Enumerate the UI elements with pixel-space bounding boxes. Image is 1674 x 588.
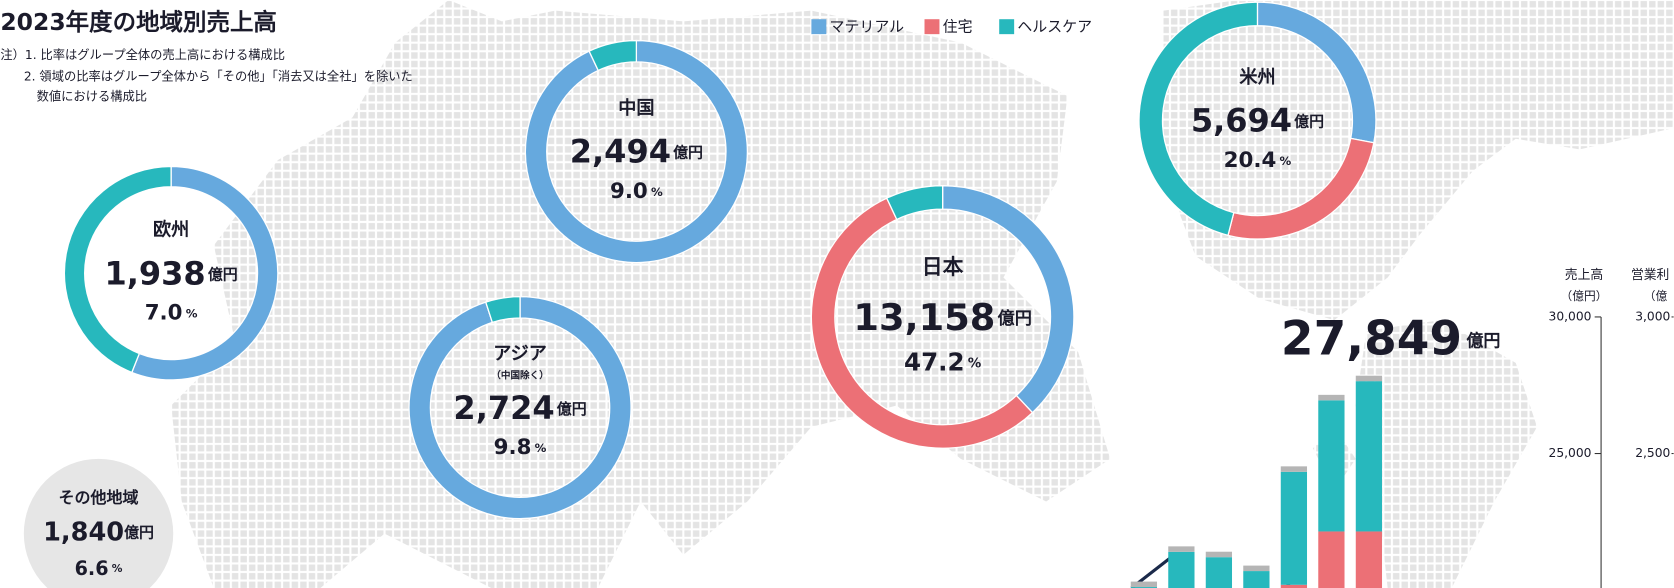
share-value: 6.6 xyxy=(75,556,109,579)
title: 2023年度の地域別売上高 xyxy=(0,8,277,36)
share: 7.0% xyxy=(145,301,198,326)
bar-segment xyxy=(1280,466,1308,472)
share: 20.4% xyxy=(1224,148,1292,173)
other-region-circle xyxy=(23,458,174,588)
share-unit: % xyxy=(186,306,198,320)
amount-value: 2,724 xyxy=(453,389,554,427)
note: 2. 領域の比率はグループ全体から「その他」「消去又は全社」を除いた xyxy=(24,68,413,83)
legend-label: 住宅 xyxy=(943,18,973,36)
amount-value: 13,158 xyxy=(853,296,995,339)
region-note: （中国除く） xyxy=(491,370,549,382)
bar-segment xyxy=(1243,565,1270,572)
y2-tick-label: 2,500 xyxy=(1635,446,1670,460)
legend-swatch xyxy=(924,19,940,35)
bar-segment xyxy=(1205,551,1233,558)
bar-segment xyxy=(1280,584,1308,588)
legend-label: マテリアル xyxy=(830,18,905,36)
share-unit: % xyxy=(651,185,663,199)
bar-segment xyxy=(1168,551,1195,588)
bar-segment xyxy=(1168,546,1195,552)
donut-segment xyxy=(885,185,944,221)
legend-label: ヘルスケア xyxy=(1017,18,1092,36)
donut-segment xyxy=(484,296,521,324)
legend-swatch xyxy=(999,19,1015,35)
share-unit: % xyxy=(112,562,123,575)
bar-segment xyxy=(1205,557,1233,588)
amount-value: 1,938 xyxy=(104,254,205,292)
amount-value: 2,494 xyxy=(570,133,671,171)
bar-segment xyxy=(1355,531,1383,588)
amount-value: 5,694 xyxy=(1191,102,1292,140)
total-unit: 億円 xyxy=(1466,330,1500,351)
bar-segment xyxy=(1355,381,1383,532)
y2-tick-label: 3,000 xyxy=(1635,309,1670,323)
share-value: 7.0 xyxy=(145,301,183,326)
note: 注）1. 比率はグループ全体の売上高における構成比 xyxy=(0,47,285,62)
bar-segment xyxy=(1243,571,1270,588)
amount-unit: 億円 xyxy=(673,144,703,162)
share-unit: % xyxy=(1279,154,1291,168)
legend-swatch xyxy=(811,19,827,35)
donut-segment xyxy=(63,165,172,374)
amount-unit: 億円 xyxy=(1294,113,1324,131)
share-value: 47.2 xyxy=(904,348,965,377)
amount: 13,158 億円 xyxy=(853,296,1031,339)
amount-unit: 億円 xyxy=(557,400,587,418)
share-value: 9.8 xyxy=(494,435,532,460)
bar-segment xyxy=(1355,375,1383,382)
share: 6.6% xyxy=(75,556,123,579)
share-unit: % xyxy=(535,441,547,455)
amount: 2,724 億円 xyxy=(453,389,586,427)
region-name: アジア xyxy=(493,343,547,364)
amount-unit: 億円 xyxy=(998,308,1032,329)
y-tick-label: 30,000 xyxy=(1549,309,1592,323)
world-map xyxy=(171,0,1674,588)
region-name: 欧州 xyxy=(153,219,189,241)
total: 27,849 億円 xyxy=(1281,311,1501,366)
amount: 1,840億円 xyxy=(43,518,154,548)
bar-segment xyxy=(1280,471,1308,585)
amount-value: 1,840 xyxy=(43,518,124,548)
region-name: その他地域 xyxy=(59,488,139,507)
bar-segment xyxy=(1318,531,1345,588)
y-tick-label: 25,000 xyxy=(1549,446,1592,460)
bar-segment xyxy=(1130,581,1158,588)
donut-segment xyxy=(588,39,638,72)
bar-segment xyxy=(1318,394,1345,401)
y2-axis-label: 営業利 xyxy=(1631,267,1669,283)
share-value: 9.0 xyxy=(610,179,648,204)
share-value: 20.4 xyxy=(1224,148,1277,173)
region-name: 日本 xyxy=(922,255,964,279)
share-unit: % xyxy=(968,356,982,372)
donut-segment xyxy=(524,39,748,264)
y-axis-unit: （億円） xyxy=(1561,289,1608,303)
note: 数値における構成比 xyxy=(37,89,147,104)
region-name: 米州 xyxy=(1239,66,1275,88)
y-axis-label: 売上高 xyxy=(1565,267,1603,283)
amount-unit: 億円 xyxy=(208,265,238,283)
amount-unit: 億円 xyxy=(124,524,154,542)
share: 9.8% xyxy=(494,435,547,460)
amount: 2,494 億円 xyxy=(570,133,703,171)
bar-segment xyxy=(1318,400,1345,532)
amount: 5,694 億円 xyxy=(1191,102,1324,140)
share: 9.0% xyxy=(610,179,663,204)
share: 47.2% xyxy=(904,348,982,377)
total-value: 27,849 xyxy=(1281,311,1462,366)
amount: 1,938 億円 xyxy=(104,254,237,292)
y2-axis-unit: （億 xyxy=(1644,289,1668,303)
donut-segment xyxy=(408,296,632,520)
donut-segment xyxy=(1138,1,1259,237)
region-name: 中国 xyxy=(618,97,654,119)
